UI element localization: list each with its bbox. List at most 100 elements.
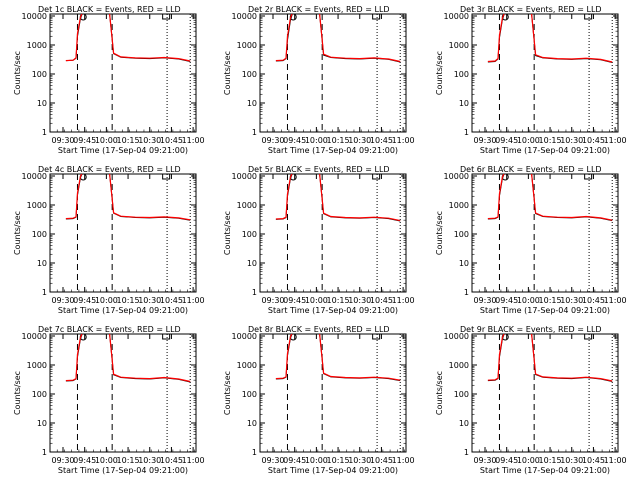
x-tick-label: 11:00 xyxy=(182,456,205,465)
x-tick-label: 10:45 xyxy=(370,296,393,305)
y-tick-label: 10 xyxy=(459,99,469,108)
series-line-lld xyxy=(275,14,401,63)
x-tick-label: 11:00 xyxy=(392,136,415,145)
x-tick-label: 10:15 xyxy=(539,456,562,465)
y-tick-label: 1000 xyxy=(449,41,469,50)
plot-frame xyxy=(259,173,407,293)
x-tick-label: 10:15 xyxy=(117,456,140,465)
x-tick-label: 10:15 xyxy=(539,296,562,305)
x-tick-label: 09:45 xyxy=(283,136,306,145)
y-tick-label: 10000 xyxy=(232,332,257,341)
y-tick-label: 10 xyxy=(459,259,469,268)
series-line-lld xyxy=(487,334,613,382)
y-tick-label: 10 xyxy=(247,259,257,268)
x-tick-label: 09:45 xyxy=(283,456,306,465)
y-tick-label: 100 xyxy=(242,390,257,399)
x-tick-label: 09:45 xyxy=(495,296,518,305)
y-tick-label: 1 xyxy=(464,448,469,457)
x-axis-label: Start Time (17-Sep-04 09:21:00) xyxy=(480,146,610,155)
x-tick-label: 10:30 xyxy=(348,296,371,305)
panel-title: Det 9r BLACK = Events, RED = LLD xyxy=(460,325,602,334)
marker-bracket xyxy=(584,174,593,180)
y-tick-label: 100 xyxy=(454,70,469,79)
detector-panel: 1 10 100 1000 10000 09:3009:4510:0010:1510:30… xyxy=(13,5,205,155)
x-tick-label: 10:30 xyxy=(138,296,161,305)
y-tick-label: 100 xyxy=(242,230,257,239)
x-tick-label: 10:45 xyxy=(160,456,183,465)
x-tick-label: 10:30 xyxy=(138,456,161,465)
y-tick-label: 1 xyxy=(464,128,469,137)
x-tick-label: 10:15 xyxy=(327,456,350,465)
y-tick-label: 1000 xyxy=(27,41,47,50)
y-tick-label: 1 xyxy=(42,128,47,137)
y-tick-label: 10 xyxy=(459,419,469,428)
y-tick-label: 1 xyxy=(252,288,257,297)
y-axis-label: Counts/sec xyxy=(435,211,444,255)
series-line-lld xyxy=(65,14,191,62)
panel-title: Det 6r BLACK = Events, RED = LLD xyxy=(460,165,602,174)
marker-bracket xyxy=(584,334,593,340)
x-tick-label: 10:00 xyxy=(95,296,118,305)
y-tick-label: 10000 xyxy=(232,12,257,21)
y-tick-label: 100 xyxy=(454,390,469,399)
detector-panel: 1 10 100 1000 10000 09:3009:4510:0010:1510:30… xyxy=(435,5,627,155)
marker-bracket xyxy=(162,14,171,20)
x-tick-label: 10:30 xyxy=(348,456,371,465)
series-line-lld xyxy=(65,174,191,221)
marker-bracket xyxy=(372,14,381,20)
x-tick-label: 10:00 xyxy=(517,296,540,305)
x-tick-label: 10:30 xyxy=(138,136,161,145)
x-axis-label: Start Time (17-Sep-04 09:21:00) xyxy=(268,306,398,315)
x-tick-label: 10:30 xyxy=(560,136,583,145)
x-tick-label: 09:45 xyxy=(73,456,96,465)
x-tick-label: 09:30 xyxy=(473,136,496,145)
x-tick-label: 09:45 xyxy=(495,456,518,465)
panel-title: Det 3r BLACK = Events, RED = LLD xyxy=(460,5,602,14)
y-tick-label: 10 xyxy=(37,99,47,108)
y-tick-label: 10 xyxy=(247,419,257,428)
x-tick-label: 11:00 xyxy=(604,296,627,305)
marker-bracket xyxy=(372,174,381,180)
x-tick-label: 10:15 xyxy=(539,136,562,145)
x-axis-label: Start Time (17-Sep-04 09:21:00) xyxy=(480,306,610,315)
y-tick-label: 100 xyxy=(454,230,469,239)
y-axis-label: Counts/sec xyxy=(223,211,232,255)
panel-title: Det 5r BLACK = Events, RED = LLD xyxy=(248,165,390,174)
x-tick-label: 09:45 xyxy=(495,136,518,145)
y-axis-label: Counts/sec xyxy=(13,211,22,255)
x-axis-label: Start Time (17-Sep-04 09:21:00) xyxy=(268,146,398,155)
x-tick-label: 11:00 xyxy=(392,296,415,305)
x-tick-label: 10:45 xyxy=(370,456,393,465)
y-tick-label: 1 xyxy=(42,288,47,297)
detector-panel: 1 10 100 1000 10000 09:3009:4510:0010:1510:30… xyxy=(223,325,415,475)
x-tick-label: 09:30 xyxy=(51,296,74,305)
y-tick-label: 100 xyxy=(32,390,47,399)
y-tick-label: 10000 xyxy=(22,172,47,181)
y-tick-label: 100 xyxy=(32,230,47,239)
x-tick-label: 09:30 xyxy=(261,296,284,305)
x-tick-label: 09:30 xyxy=(261,136,284,145)
plot-frame xyxy=(259,333,407,453)
y-axis-label: Counts/sec xyxy=(435,51,444,95)
y-tick-label: 1 xyxy=(42,448,47,457)
series-line-lld xyxy=(275,174,401,222)
detector-panel: 1 10 100 1000 10000 09:3009:4510:0010:1510:30… xyxy=(435,165,627,315)
x-axis-label: Start Time (17-Sep-04 09:21:00) xyxy=(58,306,188,315)
y-axis-label: Counts/sec xyxy=(13,51,22,95)
x-tick-label: 10:00 xyxy=(305,296,328,305)
series-line-lld xyxy=(487,174,613,221)
x-tick-label: 09:45 xyxy=(73,296,96,305)
x-tick-label: 10:30 xyxy=(348,136,371,145)
panel-title: Det 7c BLACK = Events, RED = LLD xyxy=(38,325,181,334)
x-tick-label: 09:30 xyxy=(473,296,496,305)
x-tick-label: 10:00 xyxy=(517,136,540,145)
y-tick-label: 1000 xyxy=(237,41,257,50)
x-axis-label: Start Time (17-Sep-04 09:21:00) xyxy=(58,146,188,155)
x-tick-label: 09:30 xyxy=(261,456,284,465)
x-tick-label: 10:15 xyxy=(327,136,350,145)
panel-title: Det 8r BLACK = Events, RED = LLD xyxy=(248,325,390,334)
plot-frame xyxy=(471,333,619,453)
x-tick-label: 10:00 xyxy=(95,136,118,145)
